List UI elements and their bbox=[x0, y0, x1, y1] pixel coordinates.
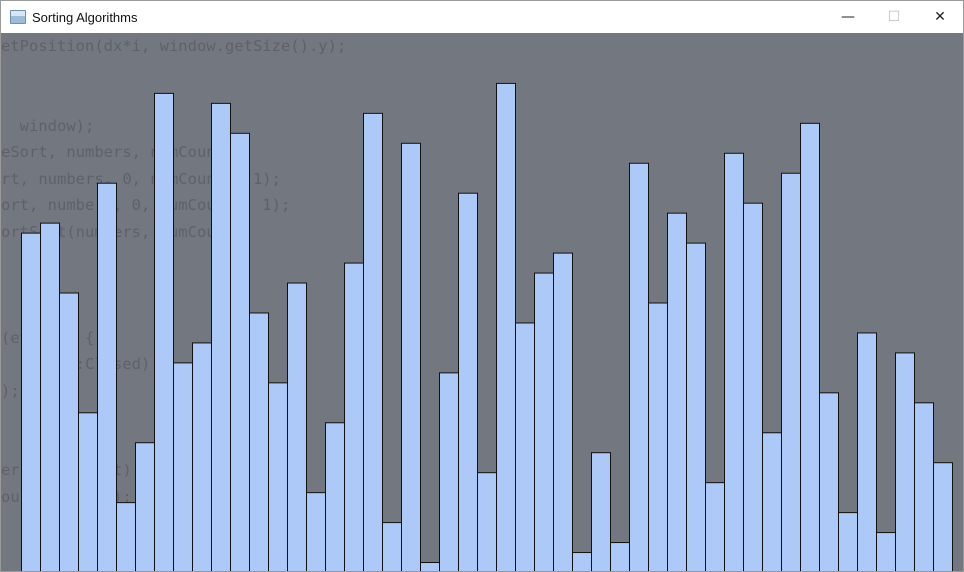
bar bbox=[705, 482, 725, 571]
bar bbox=[648, 302, 668, 571]
bar bbox=[496, 82, 516, 571]
window-app-icon bbox=[10, 10, 26, 24]
bar bbox=[686, 242, 706, 571]
bar bbox=[40, 222, 60, 571]
maximize-icon: ☐ bbox=[887, 9, 901, 25]
bar bbox=[629, 162, 649, 571]
bar bbox=[819, 392, 839, 571]
bar bbox=[401, 142, 421, 571]
window-controls: — ☐ ✕ bbox=[825, 1, 963, 33]
bar bbox=[59, 292, 79, 571]
render-canvas: etPosition(dx*i, window.getSize().y); wi… bbox=[1, 33, 963, 571]
bar bbox=[591, 452, 611, 571]
bar bbox=[610, 542, 630, 571]
bar bbox=[933, 462, 953, 571]
bar bbox=[154, 92, 174, 571]
bar bbox=[135, 442, 155, 571]
bar-chart bbox=[21, 82, 953, 571]
close-icon: ✕ bbox=[934, 9, 946, 25]
bar bbox=[477, 472, 497, 571]
bar bbox=[287, 282, 307, 571]
bar bbox=[78, 412, 98, 571]
bar bbox=[21, 232, 41, 571]
bar bbox=[192, 342, 212, 571]
bar bbox=[838, 512, 858, 571]
bar bbox=[382, 522, 402, 571]
bar bbox=[553, 252, 573, 571]
bar bbox=[895, 352, 915, 571]
window-title: Sorting Algorithms bbox=[32, 9, 138, 25]
title-bar[interactable]: Sorting Algorithms — ☐ ✕ bbox=[1, 1, 963, 33]
bar bbox=[363, 112, 383, 571]
minimize-button[interactable]: — bbox=[825, 1, 871, 33]
bar bbox=[97, 182, 117, 571]
bar bbox=[724, 152, 744, 571]
bar bbox=[743, 202, 763, 571]
bar bbox=[439, 372, 459, 571]
bar bbox=[344, 262, 364, 571]
bar bbox=[268, 382, 288, 571]
maximize-button[interactable]: ☐ bbox=[871, 1, 917, 33]
bar bbox=[306, 492, 326, 571]
bar bbox=[762, 432, 782, 571]
bar bbox=[667, 212, 687, 571]
bar bbox=[781, 172, 801, 571]
bar bbox=[876, 532, 896, 571]
bar bbox=[515, 322, 535, 571]
bar bbox=[534, 272, 554, 571]
bar bbox=[458, 192, 478, 571]
close-button[interactable]: ✕ bbox=[917, 1, 963, 33]
bar bbox=[857, 332, 877, 571]
bar bbox=[249, 312, 269, 571]
bar bbox=[572, 552, 592, 571]
bar bbox=[173, 362, 193, 571]
minimize-icon: — bbox=[841, 9, 855, 25]
bar bbox=[325, 422, 345, 571]
bar bbox=[420, 562, 440, 571]
bar bbox=[914, 402, 934, 571]
bar bbox=[800, 122, 820, 571]
bar bbox=[230, 132, 250, 571]
bar bbox=[211, 102, 231, 571]
bar bbox=[116, 502, 136, 571]
